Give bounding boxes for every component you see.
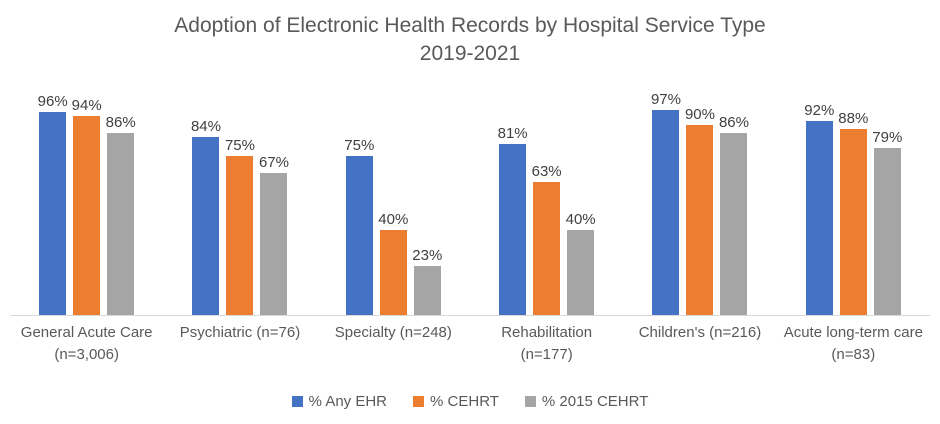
legend: % Any EHR % CEHRT % 2015 CEHRT [0,393,940,410]
data-label: 86% [718,114,749,132]
data-label: 84% [190,118,221,136]
bar: 96% [38,93,68,315]
bar: 88% [838,110,868,315]
category-label: General Acute Care (n=3,006) [20,323,153,364]
data-label: 96% [37,93,68,111]
bar-group: 97% 90% 86% [623,91,776,315]
bar: 86% [106,114,136,315]
data-label: 23% [412,247,443,265]
bar: 92% [804,102,834,315]
bar: 81% [498,125,528,315]
legend-label: % Any EHR [308,393,388,410]
data-label: 94% [71,97,102,115]
legend-swatch-icon [413,396,425,407]
data-label: 63% [531,162,562,180]
chart-title-line-2: 2019-2021 [419,42,521,66]
data-label: 40% [565,211,596,229]
bar: 23% [412,247,442,315]
bar: 79% [872,129,902,315]
legend-label: % CEHRT [430,393,499,410]
bar: 84% [191,118,221,315]
bar-group: 92% 88% 79% [777,102,930,315]
bar: 67% [259,154,289,315]
legend-swatch-icon [524,396,536,407]
legend-label: % 2015 CEHRT [541,393,649,410]
bar: 75% [344,137,374,315]
legend-item: % 2015 CEHRT [524,393,649,410]
data-label: 40% [378,211,409,229]
category-axis: General Acute Care (n=3,006) Psychiatric … [10,322,930,367]
chart-title-line-1: Adoption of Electronic Health Records by… [174,14,766,37]
bar: 40% [566,211,596,315]
bar: 97% [651,91,681,315]
data-label: 92% [804,101,835,119]
data-label: 81% [497,124,528,142]
chart-title: Adoption of Electronic Health Records by… [0,0,940,69]
category-label: Rehabilitation (n=177) [501,323,593,364]
bar: 63% [532,163,562,315]
data-label: 79% [872,129,903,146]
category-label: Psychiatric (n=76) [179,323,301,341]
data-label: 75% [344,137,375,155]
legend-swatch-icon [291,396,303,407]
bar: 90% [685,106,715,315]
data-label: 75% [224,137,255,155]
data-label: 88% [838,110,869,128]
data-label: 67% [258,154,289,172]
bar-group: 84% 75% 67% [163,103,316,315]
category-label: Children's (n=216) [638,323,762,341]
bar-group: 81% 63% 40% [470,103,623,315]
bar: 75% [225,137,255,315]
bar: 94% [72,97,102,315]
legend-item: % Any EHR [291,393,388,410]
data-label: 97% [650,91,681,109]
bar: 86% [719,114,749,315]
data-label: 90% [684,105,715,123]
bar-group: 75% 40% 23% [317,103,470,315]
plot-area: 96% 94% 86% 84% 75% 67% 75% 40% 23% 81% 63% 40% 97% 9… [10,91,930,316]
bar-group: 96% 94% 86% [10,93,163,315]
category-label: Specialty (n=248) [334,323,452,341]
legend-item: % CEHRT [413,393,499,410]
category-label: Acute long-term care (n=83) [783,323,923,364]
bar: 40% [378,211,408,315]
data-label: 86% [105,114,136,132]
